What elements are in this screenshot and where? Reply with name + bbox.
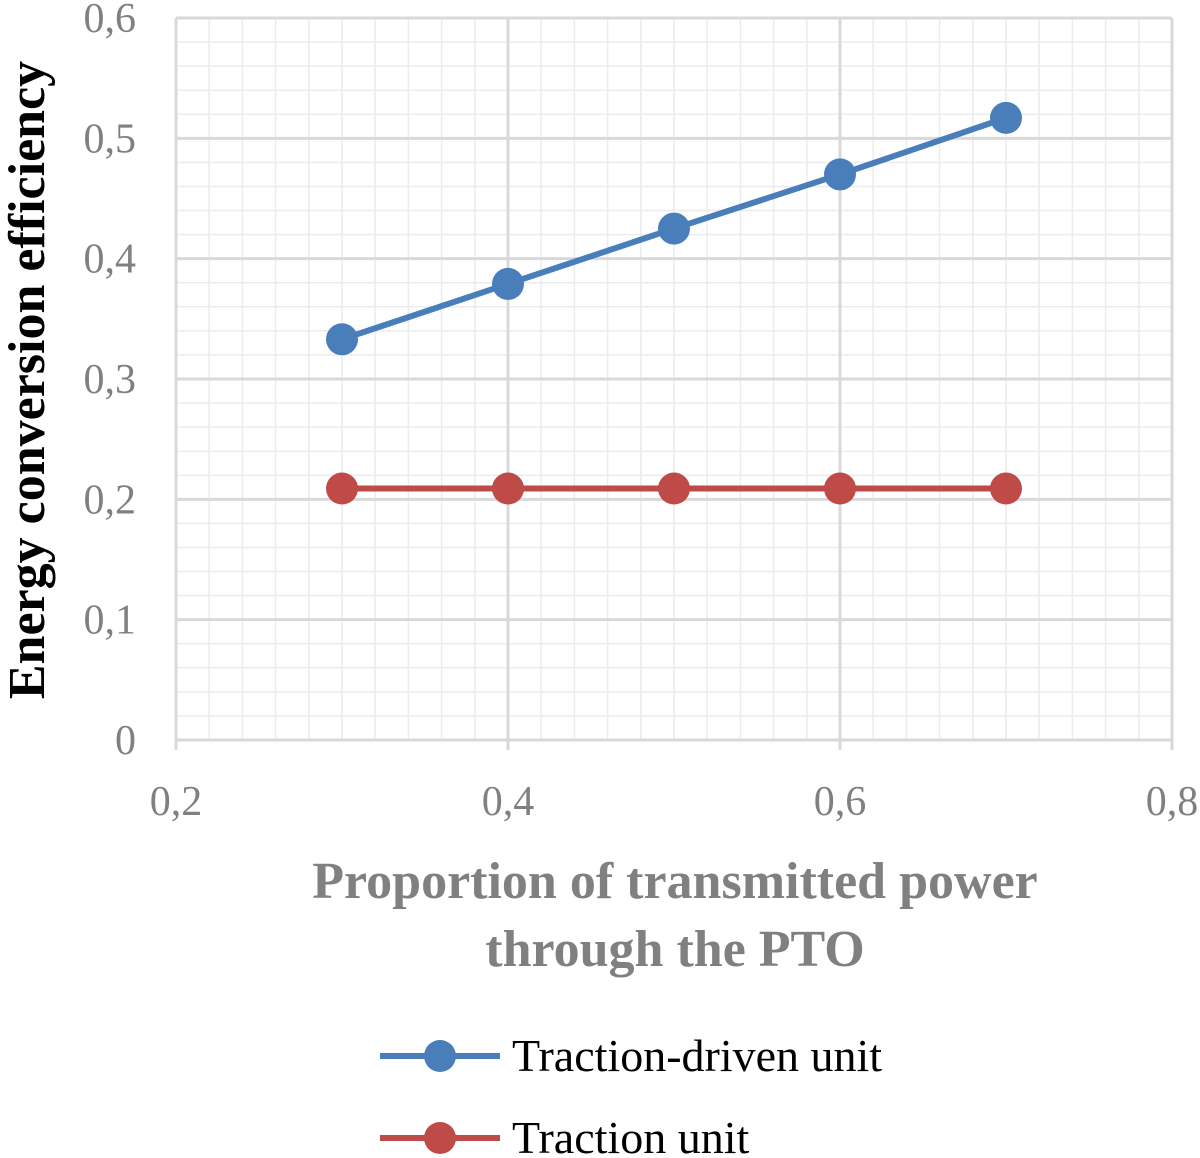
data-point-traction-driven-unit [990,101,1022,134]
data-point-traction-driven-unit [658,212,690,245]
x-axis-title-line-1: Proportion of transmitted power [312,853,1038,910]
y-tick-label: 0,2 [84,477,137,523]
legend-label-traction-unit: Traction unit [512,1112,749,1158]
x-tick-label: 0,4 [482,779,535,825]
data-point-traction-unit [658,472,690,505]
axis-titles: Energy conversion efficiency Proportion … [0,61,1038,978]
data-point-traction-driven-unit [326,323,358,356]
data-point-traction-unit [990,472,1022,505]
legend-item-traction-unit: Traction unit [380,1112,749,1158]
y-tick-label: 0 [115,718,136,764]
x-tick-label: 0,2 [150,779,203,825]
x-tick-label: 0,8 [1146,779,1199,825]
data-point-traction-unit [824,472,856,505]
x-tick-label: 0,6 [814,779,867,825]
y-tick-label: 0,6 [84,0,137,42]
y-tick-label: 0,1 [84,598,137,644]
grid [174,16,1174,742]
legend-item-traction-driven-unit: Traction-driven unit [380,1030,882,1081]
legend-marker-traction-unit [424,1122,456,1154]
legend: Traction-driven unit Traction unit [380,1030,882,1158]
data-point-traction-unit [326,472,358,505]
legend-label-traction-driven-unit: Traction-driven unit [512,1030,882,1081]
y-tick-label: 0,4 [84,237,137,283]
data-point-traction-driven-unit [492,267,524,300]
legend-marker-traction-driven-unit [424,1040,456,1072]
data-point-traction-driven-unit [824,158,856,191]
y-tick-label: 0,5 [84,116,137,162]
y-axis-title: Energy conversion efficiency [0,61,56,699]
series-group [326,101,1022,505]
data-point-traction-unit [492,472,524,505]
y-tick-label: 0,3 [84,357,137,403]
axes [174,18,1174,750]
x-axis-title-line-2: through the PTO [485,921,865,978]
tick-labels: 0,2 0,4 0,6 0,8 0 0,1 0,2 0,3 0,4 0,5 0,6 [84,0,1199,825]
